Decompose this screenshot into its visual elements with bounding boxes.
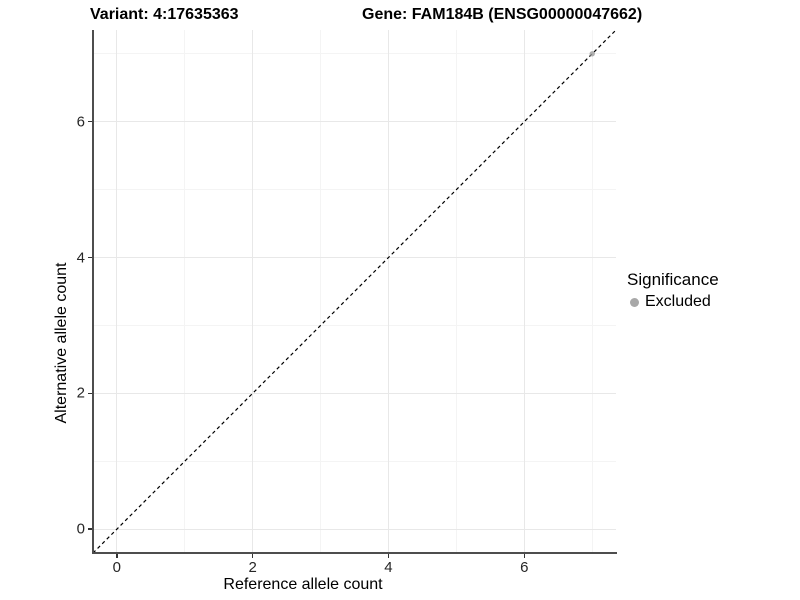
plot-panel bbox=[93, 30, 616, 553]
y-axis-line bbox=[92, 30, 94, 554]
plot-title-gene: Gene: FAM184B (ENSG00000047662) bbox=[362, 6, 643, 23]
y-major-gridline bbox=[93, 392, 616, 394]
y-minor-gridline bbox=[93, 189, 616, 191]
x-minor-gridline bbox=[455, 30, 457, 553]
y-tick-mark bbox=[88, 528, 92, 530]
data-point-excluded bbox=[589, 51, 595, 57]
legend-entry-label: Excluded bbox=[645, 293, 711, 310]
x-minor-gridline bbox=[591, 30, 593, 553]
x-axis-line bbox=[92, 552, 617, 554]
legend-entry-excluded: Excluded bbox=[627, 293, 719, 311]
x-tick-label: 6 bbox=[520, 559, 529, 576]
x-major-gridline bbox=[523, 30, 525, 553]
x-minor-gridline bbox=[184, 30, 186, 553]
x-tick-mark bbox=[251, 554, 254, 558]
x-minor-gridline bbox=[320, 30, 322, 553]
legend-title: Significance bbox=[627, 270, 719, 289]
y-tick-label: 2 bbox=[76, 384, 85, 402]
y-tick-label: 6 bbox=[76, 113, 85, 131]
legend: Significance Excluded bbox=[627, 270, 719, 311]
x-tick-mark bbox=[116, 554, 118, 558]
x-major-gridline bbox=[252, 30, 254, 553]
y-tick-mark bbox=[88, 256, 92, 259]
x-major-gridline bbox=[116, 30, 118, 553]
x-tick-label: 0 bbox=[112, 559, 121, 576]
y-minor-gridline bbox=[93, 324, 616, 326]
y-tick-mark bbox=[88, 392, 92, 395]
y-tick-label: 4 bbox=[76, 249, 85, 267]
y-minor-gridline bbox=[93, 460, 616, 462]
y-major-gridline bbox=[93, 121, 616, 123]
x-tick-label: 2 bbox=[248, 559, 257, 576]
x-axis-title: Reference allele count bbox=[223, 576, 383, 593]
y-tick-mark bbox=[88, 120, 92, 123]
x-tick-mark bbox=[387, 554, 390, 558]
x-tick-label: 4 bbox=[384, 559, 393, 576]
x-tick-mark bbox=[523, 554, 526, 558]
identity-line bbox=[93, 30, 616, 553]
y-tick-label: 0 bbox=[76, 520, 85, 538]
x-major-gridline bbox=[387, 30, 389, 553]
legend-point-icon bbox=[630, 297, 639, 307]
plot-title-variant: Variant: 4:17635363 bbox=[90, 6, 239, 23]
y-minor-gridline bbox=[93, 53, 616, 55]
y-major-gridline bbox=[93, 528, 616, 530]
plot-canvas bbox=[93, 30, 616, 553]
y-major-gridline bbox=[93, 257, 616, 259]
